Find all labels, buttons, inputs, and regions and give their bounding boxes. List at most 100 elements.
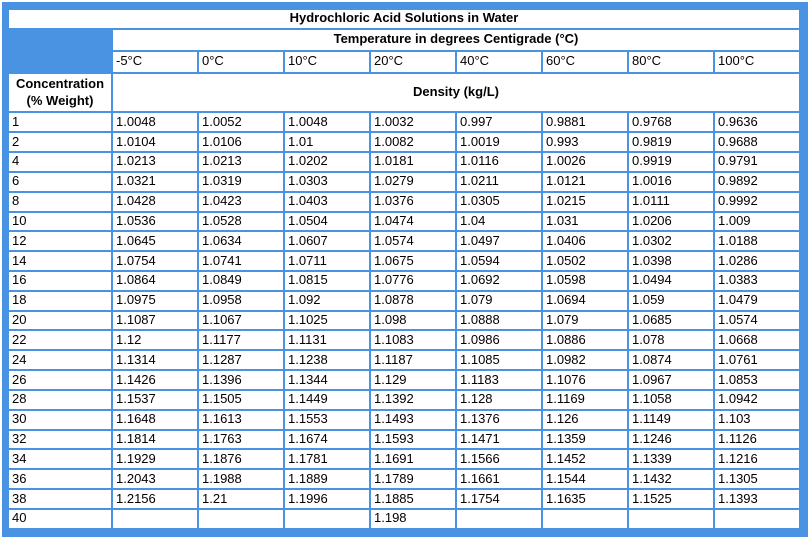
concentration-cell: 14	[7, 250, 113, 272]
table-row: 22 1.12 1.1177 1.1131 1.1083 1.0986 1.0886 1.07…	[7, 329, 801, 352]
density-cell: 1.1635	[541, 488, 629, 510]
density-cell: 0.9992	[713, 190, 801, 213]
density-cell: 1.1314	[111, 349, 199, 372]
density-cell: 1.1131	[283, 329, 371, 352]
table-row: 14 1.0754 1.0741 1.0711 1.0675 1.0594 1.0502 1.…	[7, 250, 801, 272]
density-cell: 1.1287	[197, 349, 285, 372]
concentration-cell: 34	[7, 448, 113, 471]
density-cell: 1.0032	[369, 111, 457, 134]
density-cell: 1.1359	[541, 428, 629, 451]
concentration-cell: 28	[7, 388, 113, 411]
temp-col-header: 80°C	[627, 49, 715, 74]
density-cell: 1.0942	[713, 388, 801, 411]
density-cell: 1.1691	[369, 448, 457, 471]
temp-col-header: 10°C	[283, 49, 371, 74]
table-row: 34 1.1929 1.1876 1.1781 1.1691 1.1566 1.1452 1.…	[7, 448, 801, 471]
density-cell: 1.0305	[455, 190, 543, 213]
density-cell: 1.1087	[111, 309, 199, 332]
table-row: 1 1.0048 1.0052 1.0048 1.0032 0.997 0.9881 0.97…	[7, 111, 801, 134]
density-cell: 1.0694	[541, 289, 629, 312]
temp-col-header: 20°C	[369, 49, 457, 74]
density-cell: 1.1493	[369, 408, 457, 431]
table-row: 36 1.2043 1.1988 1.1889 1.1789 1.1661 1.1544 1.…	[7, 468, 801, 491]
temp-col-header: 0°C	[197, 49, 285, 74]
density-cell: 1.0849	[197, 269, 285, 292]
density-cell	[111, 507, 199, 531]
density-cell: 1.0121	[541, 170, 629, 193]
density-cell: 1.1177	[197, 329, 285, 352]
density-cell: 1.128	[455, 388, 543, 411]
concentration-cell: 12	[7, 230, 113, 253]
density-cell: 1.0406	[541, 230, 629, 253]
density-cell: 1.0279	[369, 170, 457, 193]
density-cell: 1.0502	[541, 250, 629, 272]
temperature-group-header: Temperature in degrees Centigrade (°C)	[111, 27, 801, 52]
density-cell: 1.0206	[627, 210, 715, 233]
density-cell: 0.9688	[713, 131, 801, 154]
temperature-header-row: Temperature in degrees Centigrade (°C)	[7, 27, 801, 74]
density-cell: 1.2043	[111, 468, 199, 491]
density-cell: 1.0958	[197, 289, 285, 312]
density-cell: 1.009	[713, 210, 801, 233]
density-cell: 1.0574	[369, 230, 457, 253]
density-cell: 1.0211	[455, 170, 543, 193]
concentration-cell: 36	[7, 468, 113, 491]
concentration-cell: 20	[7, 309, 113, 332]
density-cell: 1.0321	[111, 170, 199, 193]
density-cell: 1.0761	[713, 349, 801, 372]
density-cell: 1.2156	[111, 488, 199, 510]
concentration-cell: 4	[7, 151, 113, 173]
density-cell: 1.098	[369, 309, 457, 332]
density-cell: 1.0634	[197, 230, 285, 253]
table-row: 32 1.1814 1.1763 1.1674 1.1593 1.1471 1.1359 1.…	[7, 428, 801, 451]
density-cell: 1.1674	[283, 428, 371, 451]
temp-col-header: 60°C	[541, 49, 629, 74]
density-cell: 0.9819	[627, 131, 715, 154]
density-cell: 1.04	[455, 210, 543, 233]
temp-col-header: -5°C	[111, 49, 199, 74]
density-cell: 1.1432	[627, 468, 715, 491]
density-cell: 1.1452	[541, 448, 629, 471]
density-cell	[713, 507, 801, 531]
temperature-columns-row: -5°C 0°C 10°C 20°C 40°C 60°C 80°C 100°C	[8, 49, 801, 74]
concentration-cell: 30	[7, 408, 113, 431]
density-cell: 1.0536	[111, 210, 199, 233]
density-cell: 1.0878	[369, 289, 457, 312]
density-cell: 1.1754	[455, 488, 543, 510]
density-cell: 1.092	[283, 289, 371, 312]
density-cell: 1.0967	[627, 369, 715, 391]
density-cell: 1.21	[197, 488, 285, 510]
density-cell: 1.1566	[455, 448, 543, 471]
density-cell: 1.0082	[369, 131, 457, 154]
density-cell: 1.1449	[283, 388, 371, 411]
density-cell: 1.0741	[197, 250, 285, 272]
concentration-cell: 24	[7, 349, 113, 372]
density-cell: 0.997	[455, 111, 543, 134]
density-cell: 1.0398	[627, 250, 715, 272]
density-cell: 1.1344	[283, 369, 371, 391]
title-row: Hydrochloric Acid Solutions in Water	[7, 8, 801, 30]
density-cell: 1.1553	[283, 408, 371, 431]
density-cell: 1.059	[627, 289, 715, 312]
density-cell: 1.12	[111, 329, 199, 352]
concentration-cell: 40	[7, 507, 113, 531]
density-cell: 1.0181	[369, 151, 457, 173]
density-cell: 1.0048	[283, 111, 371, 134]
density-cell: 1.0016	[627, 170, 715, 193]
density-cell: 0.9636	[713, 111, 801, 134]
hcl-density-table: Hydrochloric Acid Solutions in Water Tem…	[7, 8, 801, 531]
density-cell: 1.1376	[455, 408, 543, 431]
density-cell: 1.1085	[455, 349, 543, 372]
concentration-header: Concentration (% Weight)	[7, 71, 113, 114]
density-cell: 1.0428	[111, 190, 199, 213]
density-cell: 1.0303	[283, 170, 371, 193]
density-cell: 1.0692	[455, 269, 543, 292]
units-header-row: Concentration (% Weight) Density (kg/L)	[7, 71, 801, 114]
density-cell: 1.1067	[197, 309, 285, 332]
density-cell: 1.1183	[455, 369, 543, 391]
table-title: Hydrochloric Acid Solutions in Water	[7, 8, 801, 30]
density-cell: 1.1593	[369, 428, 457, 451]
density-cell: 1.1876	[197, 448, 285, 471]
density-cell: 1.1305	[713, 468, 801, 491]
